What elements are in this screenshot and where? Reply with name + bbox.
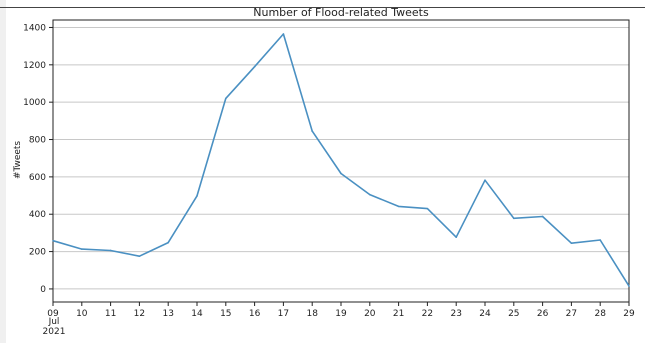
x-axis: 09 10 11 12 13 14 15 16 17 18 19 20 21 22 23 24 25 26 27 28… [47,302,635,319]
x-tick-label: 17 [278,309,289,319]
data-point [541,215,544,218]
x-tick-label: 29 [623,309,635,319]
data-point [225,97,227,100]
data-point [455,236,458,238]
y-tick-label: 400 [29,210,46,220]
x-tick-label: 22 [422,309,433,319]
data-point [52,239,54,242]
data-point [282,33,285,35]
data-point [599,239,601,241]
x-tick-label: 12 [134,309,145,319]
x-sublabel-year: 2021 [43,327,66,337]
x-tick-label: 09 [47,309,59,319]
y-axis: 0 200 400 600 800 1000 1200 1400 [23,23,53,295]
data-point [369,193,371,196]
x-tick-label: 16 [249,309,261,319]
x-tick-label: 25 [508,309,519,319]
x-tick-label: 24 [479,309,491,319]
x-tick-label: 18 [306,309,318,319]
x-tick-label: 28 [594,309,606,319]
x-tick-label: 21 [393,309,404,319]
x-tick-label: 27 [566,309,577,319]
data-point [513,217,515,220]
x-tick-label: 10 [76,309,88,319]
y-axis-label: #Tweets [13,141,23,180]
data-point [138,255,141,258]
x-tick-label: 19 [335,309,347,319]
x-tick-label: 26 [537,309,549,319]
x-tick-label: 20 [364,309,376,319]
x-tick-label: 14 [191,309,203,319]
x-tick-label: 11 [105,309,116,319]
left-margin-strip [0,0,6,343]
data-point [484,179,486,182]
top-divider [0,7,645,8]
y-tick-label: 600 [29,173,46,183]
series-line [52,33,630,287]
y-tick-label: 800 [29,136,46,146]
data-point [81,248,83,250]
y-tick-label: 200 [29,248,46,258]
plot-frame [52,19,630,303]
data-point [109,249,112,252]
data-point [253,65,256,68]
data-point [340,172,342,175]
data-point [397,205,400,208]
data-point [570,242,573,244]
y-tick-label: 1000 [23,98,46,108]
x-tick-label: 15 [220,309,231,319]
data-point [426,207,429,210]
x-tick-label: 13 [162,309,173,319]
y-tick-label: 1400 [23,23,46,33]
x-sublabel-month: Jul [48,317,60,327]
data-point [628,285,630,287]
data-point [196,195,198,197]
data-point [311,130,314,132]
x-tick-label: 23 [450,309,461,319]
data-point [167,241,169,244]
series-lines [52,33,630,287]
gridlines [53,26,629,290]
y-tick-label: 0 [40,285,46,295]
y-tick-label: 1200 [23,61,46,71]
chart-title: Number of Flood-related Tweets [253,6,429,19]
